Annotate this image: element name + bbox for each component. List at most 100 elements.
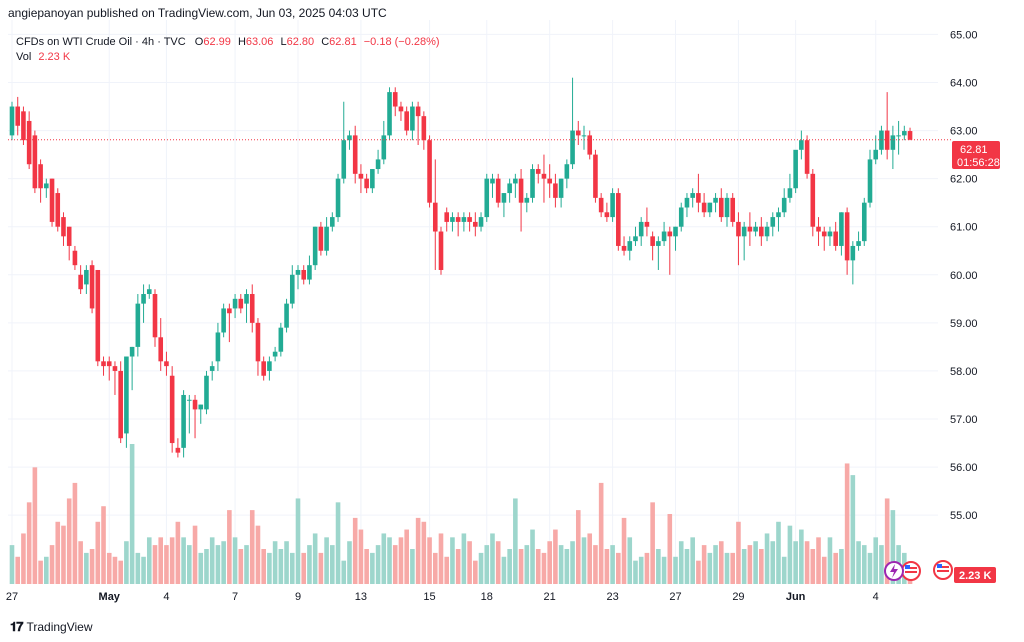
volume-bar: [644, 552, 650, 584]
volume-bar: [432, 552, 438, 584]
candle: [78, 265, 83, 295]
candle: [896, 120, 901, 155]
candle: [187, 394, 192, 434]
candle-body: [164, 361, 169, 367]
candle: [215, 322, 221, 371]
footer-brand-text: TradingView: [26, 620, 93, 634]
candle: [627, 236, 633, 261]
candle: [432, 159, 438, 270]
volume-bar: [215, 545, 221, 584]
volume-bar: [867, 552, 873, 584]
candle-body: [284, 303, 289, 328]
candle-body: [678, 207, 684, 227]
volume-bar: [324, 537, 329, 584]
candle: [158, 318, 164, 371]
volume-bar: [873, 537, 879, 584]
candle-body: [432, 202, 438, 232]
candle: [370, 169, 375, 194]
lightning-event-icon[interactable]: [884, 561, 904, 581]
volume-bar: [387, 537, 392, 584]
volume-bar: [455, 549, 461, 584]
volume-badge-text: 2.23 K: [959, 570, 991, 582]
candle: [764, 221, 770, 242]
candle-body: [644, 221, 650, 227]
candle: [312, 226, 318, 270]
candle: [724, 193, 730, 227]
candle-body: [907, 131, 913, 140]
candle: [101, 356, 106, 376]
last-price-badge: [952, 141, 1000, 169]
x-tick-label: 15: [423, 591, 435, 603]
candle-body: [444, 212, 450, 222]
volume-bar: [49, 545, 55, 584]
candle: [564, 159, 570, 189]
candle-body: [84, 269, 89, 285]
candle-body: [112, 366, 118, 371]
candle: [284, 298, 289, 333]
us-flag-icon[interactable]: [933, 560, 953, 580]
us-flag-icon-event[interactable]: [901, 561, 921, 581]
legend-high-label: H: [237, 36, 246, 48]
candle-body: [896, 135, 901, 137]
candle: [678, 202, 684, 232]
candle-body: [518, 178, 524, 203]
candle: [759, 217, 764, 246]
candle: [415, 101, 421, 145]
candle: [650, 231, 655, 261]
legend-symbol[interactable]: CFDs on WTI Crude Oil · 4h · TVC: [16, 36, 186, 48]
candle: [330, 212, 335, 232]
volume-bar: [278, 549, 284, 584]
candle-body: [238, 298, 244, 309]
candle: [684, 193, 690, 218]
candle: [169, 366, 175, 453]
candle: [261, 356, 266, 381]
volume-bar: [152, 545, 158, 584]
candle-body: [404, 111, 409, 131]
time-axis[interactable]: 27 May 4 7 9 13 15 18 21 23 27 29 Jun 4: [6, 591, 879, 603]
volume-bar: [781, 556, 787, 584]
candle: [541, 154, 547, 203]
candle: [358, 164, 364, 194]
candle-body: [215, 332, 221, 362]
candle: [421, 111, 427, 150]
candle: [495, 173, 501, 208]
candle-body: [146, 289, 152, 295]
candle-body: [129, 346, 135, 357]
candle-body: [770, 217, 776, 227]
tradingview-logo-icon: 𝟏𝟕: [10, 619, 24, 634]
candle-body: [867, 159, 873, 203]
candle: [513, 173, 518, 198]
volume-bar: [575, 510, 581, 584]
volume-bar: [673, 556, 678, 584]
candle-body: [667, 231, 673, 237]
candle-body: [587, 135, 593, 155]
candle: [301, 265, 307, 285]
candle-body: [541, 173, 547, 179]
volume-bar: [861, 545, 867, 584]
candle: [827, 226, 833, 246]
price-axis[interactable]: 65.00 64.00 63.00 62.00 61.00 60.00 59.00 58.00…: [950, 29, 978, 522]
volume-bar: [392, 545, 398, 584]
candle: [106, 356, 112, 381]
candle: [324, 217, 329, 256]
x-tick-label: 27: [669, 591, 681, 603]
candle: [375, 149, 381, 174]
volume-bar: [341, 560, 347, 584]
candle-body: [330, 217, 335, 227]
candle: [581, 125, 587, 150]
candle: [707, 202, 713, 218]
candle: [770, 212, 776, 237]
candle: [341, 101, 347, 184]
candle: [507, 178, 512, 203]
volume-bar: [684, 549, 690, 584]
candle: [461, 212, 467, 232]
candle: [352, 125, 358, 184]
footer-branding[interactable]: 𝟏𝟕 TradingView: [10, 619, 93, 635]
volume-bar: [101, 506, 106, 584]
candle: [278, 322, 284, 357]
candle-body: [358, 173, 364, 179]
candle-body: [204, 375, 209, 410]
candle-body: [427, 140, 432, 203]
volume-bar: [478, 552, 484, 584]
